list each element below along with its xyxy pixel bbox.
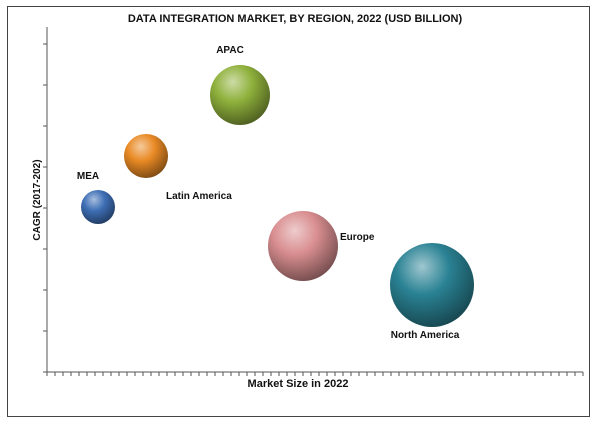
bubble-apac (210, 65, 270, 125)
bubble-north-america (390, 243, 474, 327)
bubble-series-group: APAC Latin America MEA Europe North America (77, 45, 474, 341)
bubble-label-latin-america: Latin America (166, 191, 232, 202)
bubble-europe (268, 211, 338, 281)
chart-frame: DATA INTEGRATION MARKET, BY REGION, 2022… (7, 6, 590, 417)
bubble-latin-america (124, 134, 168, 178)
bubble-mea (81, 190, 115, 224)
y-axis (43, 27, 48, 373)
bubble-label-mea: MEA (77, 171, 99, 182)
bubble-chart: DATA INTEGRATION MARKET, BY REGION, 2022… (32, 13, 584, 390)
bubble-label-europe: Europe (340, 232, 375, 243)
bubble-label-north-america: North America (391, 330, 460, 341)
chart-title: DATA INTEGRATION MARKET, BY REGION, 2022… (128, 13, 463, 25)
x-axis-label: Market Size in 2022 (248, 378, 349, 390)
y-axis-label: CAGR (2017-202) (32, 159, 43, 240)
bubble-label-apac: APAC (216, 45, 244, 56)
x-axis (46, 371, 584, 376)
